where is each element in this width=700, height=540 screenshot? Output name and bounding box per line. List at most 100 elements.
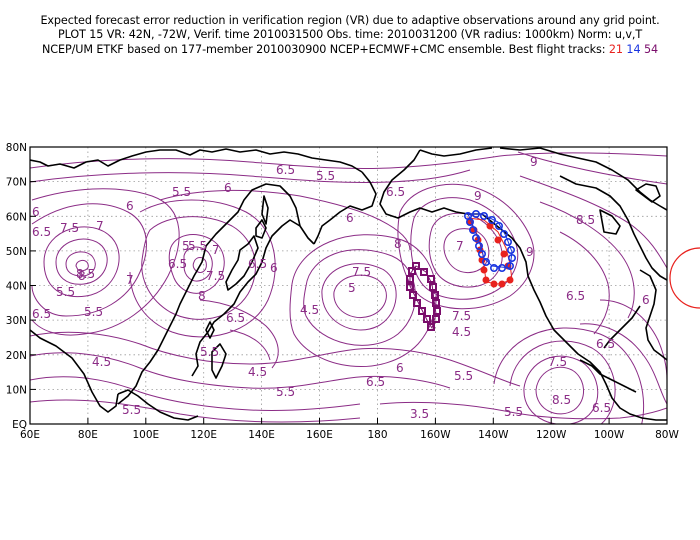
contour-label: 6.5 bbox=[566, 289, 585, 303]
track-54-marker bbox=[423, 315, 431, 323]
lat-label: 50N bbox=[6, 246, 27, 258]
axis-ticks bbox=[30, 146, 610, 424]
track-54-marker bbox=[408, 267, 416, 275]
contour-label: 6 bbox=[126, 199, 134, 213]
track-21-marker bbox=[494, 236, 502, 244]
map-title-line-1: Expected forecast error reduction in ver… bbox=[40, 14, 660, 27]
contour-label: 7.5 bbox=[206, 269, 225, 283]
error-reduction-contours bbox=[30, 151, 667, 424]
contour-label: 5.5 bbox=[84, 305, 103, 319]
lon-label: 120W bbox=[536, 429, 567, 441]
track-21-marker bbox=[506, 276, 514, 284]
contour-label: 5.5 bbox=[122, 403, 141, 417]
contour-label: 6 bbox=[396, 361, 404, 375]
longitude-labels: 60E 80E 100E 120E 140E 160E 180 160W 140… bbox=[20, 429, 679, 441]
track-14-marker bbox=[471, 234, 480, 243]
contour-value-labels: 6 6 6.5 6.5 6.5 6.5 6.5 6.5 6.5 5.5 5.5 … bbox=[32, 155, 650, 421]
contour-label: 6.5 bbox=[32, 307, 51, 321]
track-54-marker bbox=[427, 323, 435, 331]
lat-label: 30N bbox=[6, 315, 27, 327]
lat-label: 40N bbox=[6, 281, 27, 293]
lat-label: 10N bbox=[6, 384, 27, 396]
flight-track-54 bbox=[406, 262, 441, 331]
contour-label: 6.5 bbox=[276, 163, 295, 177]
contour-label: 8.5 bbox=[552, 393, 571, 407]
contour-label: 5.5 bbox=[56, 285, 75, 299]
contour-label: 6.5 bbox=[386, 185, 405, 199]
track-21-marker bbox=[500, 250, 508, 258]
contour-label: 4.5 bbox=[248, 365, 267, 379]
contour-label: 7.5 bbox=[548, 355, 567, 369]
track-54-marker bbox=[429, 283, 437, 291]
lat-label: 60N bbox=[6, 211, 27, 223]
contour-label: 7 bbox=[456, 239, 464, 253]
lon-label: 80W bbox=[655, 429, 679, 441]
track-14-marker bbox=[471, 210, 480, 219]
track-14-marker bbox=[505, 261, 514, 270]
contour-label: 3.5 bbox=[410, 407, 429, 421]
track-21-marker bbox=[490, 280, 498, 288]
lat-label: 20N bbox=[6, 350, 27, 362]
track-54-marker bbox=[432, 315, 440, 323]
contour-label: 6.5 bbox=[168, 257, 187, 271]
contour-label: 5.5 bbox=[172, 185, 191, 199]
track-14-marker bbox=[465, 218, 474, 227]
contour-label: 5.5 bbox=[188, 239, 207, 253]
track-14-marker bbox=[468, 226, 477, 235]
track-21-marker bbox=[482, 276, 490, 284]
contour-label: 6.5 bbox=[592, 401, 611, 415]
contour-label: 8.5 bbox=[576, 213, 595, 227]
contour-label: 5.5 bbox=[316, 169, 335, 183]
contour-label: 6.5 bbox=[248, 257, 267, 271]
track-14-marker bbox=[494, 222, 503, 231]
contour-label: 7 bbox=[212, 243, 220, 257]
lon-label: 120E bbox=[190, 429, 217, 441]
lon-label: 100E bbox=[132, 429, 159, 441]
contour-label: 5.5 bbox=[200, 345, 219, 359]
track-14-marker bbox=[507, 254, 516, 263]
track-21-marker bbox=[480, 266, 488, 274]
contour-label: 6 bbox=[32, 205, 40, 219]
contour-label: 7 bbox=[126, 273, 134, 287]
coastlines bbox=[30, 147, 667, 421]
contour-label: 6.5 bbox=[596, 337, 615, 351]
track-54-marker bbox=[427, 275, 435, 283]
track-14-marker bbox=[489, 263, 498, 272]
lon-label: 100W bbox=[594, 429, 625, 441]
contour-label: 7.5 bbox=[452, 309, 471, 323]
contour-label: 9 bbox=[526, 245, 534, 259]
contour-label: 6.5 bbox=[32, 225, 51, 239]
track-54-marker bbox=[418, 307, 426, 315]
contour-label: 7.5 bbox=[352, 265, 371, 279]
contour-label: 8 bbox=[198, 289, 206, 303]
lon-label: 140E bbox=[248, 429, 275, 441]
contour-label: 6 bbox=[346, 211, 354, 225]
lat-label: 70N bbox=[6, 177, 27, 189]
map-title-line-2: PLOT 15 VR: 42N, -72W, Verif. time 20100… bbox=[57, 28, 643, 41]
lon-label: 80E bbox=[78, 429, 98, 441]
contour-label: 6 bbox=[642, 293, 650, 307]
contour-label: 5.5 bbox=[454, 369, 473, 383]
verification-region-circle bbox=[669, 247, 700, 309]
contour-label: 8 bbox=[78, 269, 86, 283]
track-54-marker bbox=[413, 299, 421, 307]
track-21-label: 21 bbox=[608, 43, 623, 56]
track-14-label: 14 bbox=[626, 43, 641, 56]
lat-label: EQ bbox=[12, 419, 27, 431]
contour-label: 6 bbox=[270, 261, 278, 275]
track-14-marker bbox=[503, 238, 512, 247]
track-14-marker bbox=[499, 230, 508, 239]
contour-label: 5.5 bbox=[504, 405, 523, 419]
track-14-marker bbox=[479, 212, 488, 221]
contour-label: 8 bbox=[394, 237, 402, 251]
track-54-marker bbox=[432, 299, 440, 307]
contour-label: 4.5 bbox=[92, 355, 111, 369]
flight-track-14 bbox=[463, 210, 516, 272]
map-title-line-3: NCEP/UM ETKF based on 177-member 2010030… bbox=[0, 42, 700, 57]
contour-label: 4.5 bbox=[300, 303, 319, 317]
track-54-marker bbox=[420, 268, 428, 276]
track-14-marker bbox=[487, 216, 496, 225]
contour-label: 7.5 bbox=[60, 221, 79, 235]
contour-label: 4.5 bbox=[452, 325, 471, 339]
track-21-marker bbox=[498, 280, 506, 288]
